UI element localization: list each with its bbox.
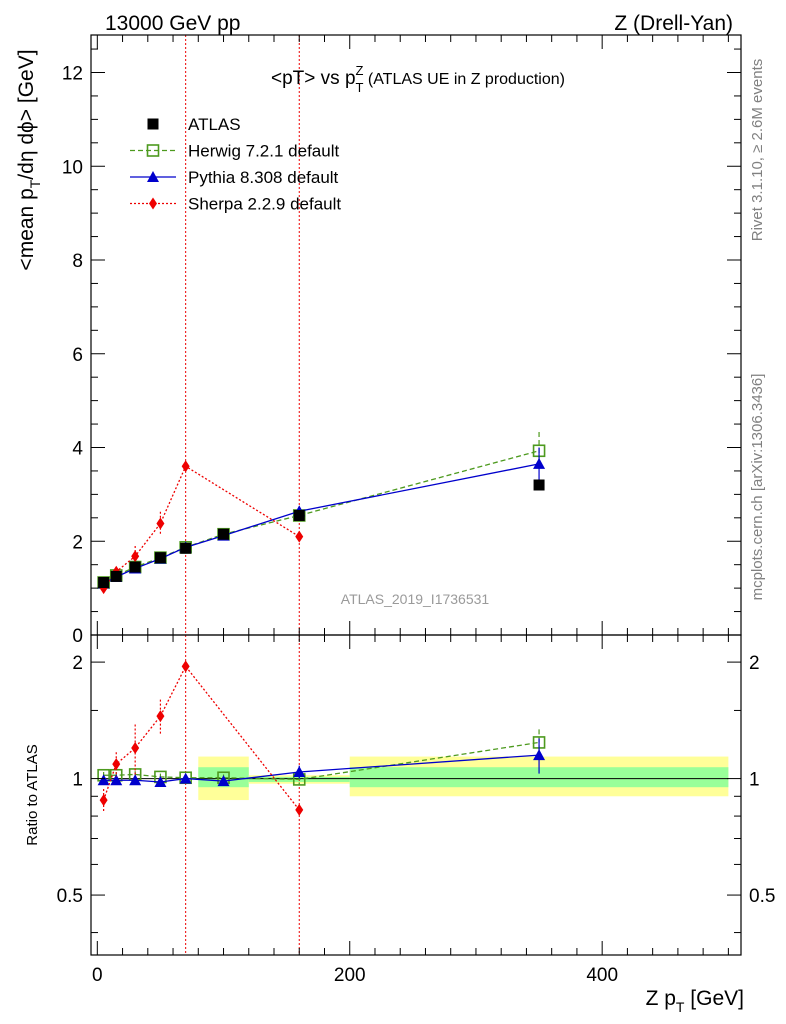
analysis-watermark: ATLAS_2019_I1736531 [341, 591, 490, 607]
title-superscript: Z [356, 63, 364, 78]
ratio-pythia-point [110, 774, 123, 786]
title-prefix: <pT> vs p [271, 68, 356, 89]
ratio-ytick-label-right: 1 [749, 770, 760, 791]
ratio-panel-series [97, 660, 546, 816]
main-ytick-label: 2 [72, 532, 83, 553]
legend-marker [147, 171, 159, 182]
main-atlas-point [154, 552, 166, 564]
legend: ATLAS Herwig 7.2.1 default Pythia 8.308 de… [130, 115, 341, 214]
ratio-sherpa-point [295, 803, 304, 816]
rivet-label: Rivet 3.1.10, ≥ 2.6M events [749, 59, 766, 242]
main-ytick-label: 6 [72, 345, 83, 366]
ratio-pythia-point [154, 775, 167, 787]
main-atlas-point [180, 542, 192, 554]
ratio-sherpa-point [156, 710, 165, 723]
ratio-frame [90, 634, 742, 956]
main-ytick-label: 4 [72, 439, 83, 460]
ylabel-prefix: <mean p [15, 188, 38, 270]
main-pythia-line [103, 463, 540, 585]
ratio-sherpa-point [131, 741, 140, 754]
main-title: <pT> vs pZ T (ATLAS UE in Z production) [271, 63, 565, 95]
xtick-label: 0 [92, 965, 103, 986]
ratio-pythia-point [129, 774, 142, 786]
main-ytick-label: 12 [62, 64, 83, 85]
xlabel-subscript: T [676, 999, 685, 1015]
main-panel-series [97, 432, 546, 595]
ratio-ytick-label-left: 2 [72, 653, 83, 674]
main-atlas-point [533, 479, 545, 491]
legend-marker [147, 118, 159, 130]
mcplots-label: mcplots.cern.ch [arXiv:1306.3436] [749, 374, 766, 601]
ratio-pythia-point [217, 775, 230, 787]
ratio-ytick-label-right: 2 [749, 653, 760, 674]
legend-entry: Sherpa 2.2.9 default [130, 195, 341, 214]
main-pythia-point [533, 457, 546, 469]
main-sherpa-point [156, 517, 165, 530]
ratio-pythia-point [179, 772, 192, 784]
legend-label: Sherpa 2.2.9 default [188, 195, 341, 214]
legend-marker [146, 144, 160, 157]
ratio-sherpa-point [181, 660, 190, 673]
legend-marker [149, 197, 157, 210]
ylabel-suffix: /dη dϕ> [GeV] [15, 49, 38, 179]
main-atlas-point [293, 509, 305, 521]
xlabel-prefix: Z p [646, 987, 676, 1010]
ratio-pythia-point [97, 774, 110, 786]
legend-entry: Pythia 8.308 default [130, 168, 339, 187]
ratio-sherpa-line [103, 665, 300, 811]
legend-label: Herwig 7.2.1 default [188, 142, 339, 161]
main-sherpa-point [131, 550, 140, 563]
ratio-ytick-label-right: 0.5 [749, 886, 775, 907]
panel-frames [90, 34, 742, 956]
xtick-label: 400 [586, 965, 618, 986]
main-ytick-label: 10 [62, 157, 83, 178]
vertical-marker-lines [185, 35, 300, 955]
process-label: Z (Drell-Yan) [614, 12, 733, 35]
xtick-label: 200 [334, 965, 366, 986]
ratio-sherpa-point [99, 794, 108, 807]
energy-label: 13000 GeV pp [105, 12, 240, 35]
ratio-ytick-label-left: 1 [72, 770, 83, 791]
main-herwig-line [103, 450, 540, 584]
xlabel-suffix: [GeV] [684, 987, 744, 1010]
xlabel: Z pT [GeV] [646, 987, 744, 1015]
main-sherpa-point [295, 530, 304, 543]
title-suffix: (ATLAS UE in Z production) [363, 71, 565, 88]
main-ytick-label: 0 [72, 626, 83, 647]
ratio-sherpa-point [112, 758, 121, 771]
ratio-pythia-point [293, 765, 306, 777]
ratio-ylabel: Ratio to ATLAS [24, 744, 41, 845]
ylabel-subscript: T [27, 179, 43, 188]
ratio-uncertainty-bands [103, 756, 729, 801]
main-atlas-point [218, 528, 230, 540]
main-ylabel: <mean pT/dη dϕ> [GeV] [15, 49, 43, 270]
title-subscript: T [355, 80, 363, 95]
legend-label: ATLAS [188, 115, 241, 134]
main-atlas-point [129, 561, 141, 573]
ratio-ytick-label-left: 0.5 [57, 886, 83, 907]
main-sherpa-point [181, 460, 190, 473]
ratio-pythia-point [533, 749, 546, 761]
main-atlas-point [110, 570, 122, 582]
stat-uncertainty-band-2 [349, 767, 729, 788]
main-ytick-label: 8 [72, 251, 83, 272]
legend-entry: Herwig 7.2.1 default [130, 142, 339, 161]
main-atlas-point [98, 577, 110, 588]
legend-entry: ATLAS [147, 115, 241, 134]
legend-label: Pythia 8.308 default [188, 168, 339, 187]
